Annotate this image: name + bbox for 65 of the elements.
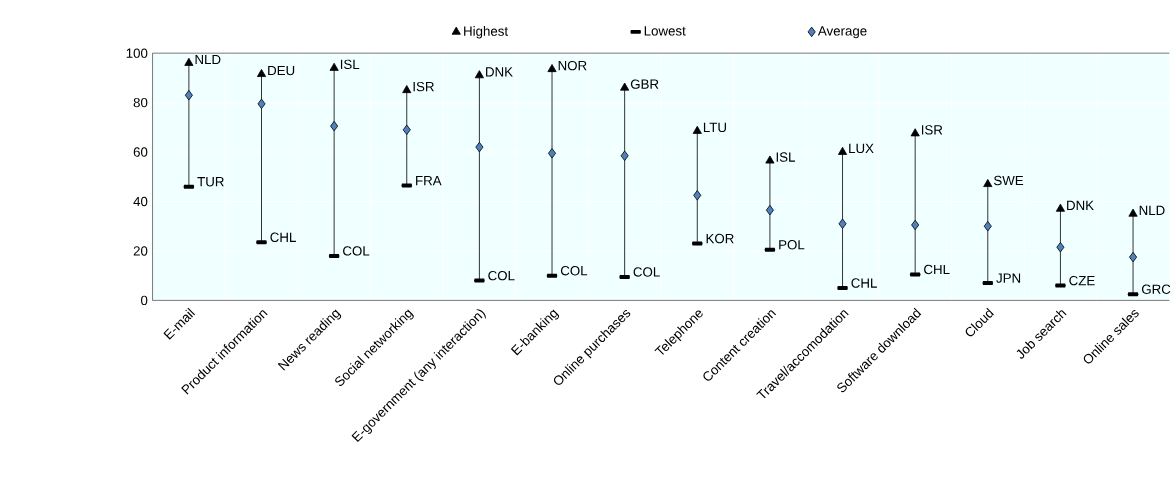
annotation: LTU: [703, 122, 726, 132]
point: [620, 82, 630, 91]
annotation: SWE: [993, 175, 1024, 186]
point: [911, 219, 920, 230]
point: [402, 124, 411, 135]
legend-label: Highest: [464, 25, 509, 39]
annotation: ISR: [921, 124, 943, 135]
annotation: COL: [633, 267, 660, 277]
point: [837, 146, 848, 155]
annotation: CHL: [851, 278, 877, 288]
y-tick-label: 0: [141, 295, 148, 305]
point: [1056, 241, 1065, 253]
annotation: DNK: [486, 67, 513, 77]
annotation: DNK: [1067, 200, 1094, 210]
point: [765, 155, 775, 164]
annotation: LUX: [849, 143, 874, 153]
point: [402, 84, 412, 93]
point: [548, 147, 557, 159]
annotation: KOR: [706, 233, 734, 244]
annotation: CHL: [270, 232, 296, 242]
annotation: FRA: [416, 175, 442, 185]
y-tick-label: 60: [133, 147, 148, 157]
point: [1128, 208, 1138, 217]
point: [184, 89, 193, 101]
annotation: COL: [488, 270, 515, 281]
y-tick-label: 100: [126, 48, 148, 58]
point: [257, 98, 266, 109]
annotation: CHL: [924, 264, 950, 274]
annotation: COL: [560, 265, 588, 276]
point: [765, 204, 774, 216]
point: [474, 70, 484, 78]
point: [692, 125, 702, 134]
annotation: NLD: [1139, 205, 1165, 215]
point: [983, 178, 993, 187]
annotation: ISL: [340, 59, 360, 69]
point: [184, 57, 194, 66]
point: [983, 220, 992, 232]
annotation: GRC: [1141, 284, 1171, 294]
annotation: ISL: [776, 152, 796, 162]
legend-label: Average: [817, 26, 867, 38]
annotation: JPN: [996, 273, 1021, 283]
point: [256, 68, 267, 77]
point: [475, 141, 484, 153]
annotation: DEU: [268, 65, 295, 76]
point: [838, 218, 847, 229]
point: [1055, 203, 1065, 212]
annotation: POL: [779, 239, 805, 250]
point: [620, 150, 629, 161]
point: [547, 63, 557, 72]
point: [330, 120, 339, 132]
point: [1129, 251, 1138, 263]
point: [693, 189, 702, 201]
y-tick-label: 20: [133, 246, 148, 256]
annotation: NLD: [195, 54, 221, 64]
y-tick-label: 80: [133, 97, 148, 108]
annotation: ISR: [413, 81, 434, 92]
annotation: NOR: [558, 60, 587, 71]
y-tick-label: 40: [133, 196, 148, 206]
point: [329, 62, 339, 71]
annotation: CZE: [1069, 275, 1095, 286]
annotation: TUR: [197, 176, 224, 187]
legend-label: Lowest: [644, 26, 686, 36]
annotation: COL: [343, 245, 370, 256]
annotation: GBR: [630, 79, 659, 89]
point: [910, 128, 920, 137]
